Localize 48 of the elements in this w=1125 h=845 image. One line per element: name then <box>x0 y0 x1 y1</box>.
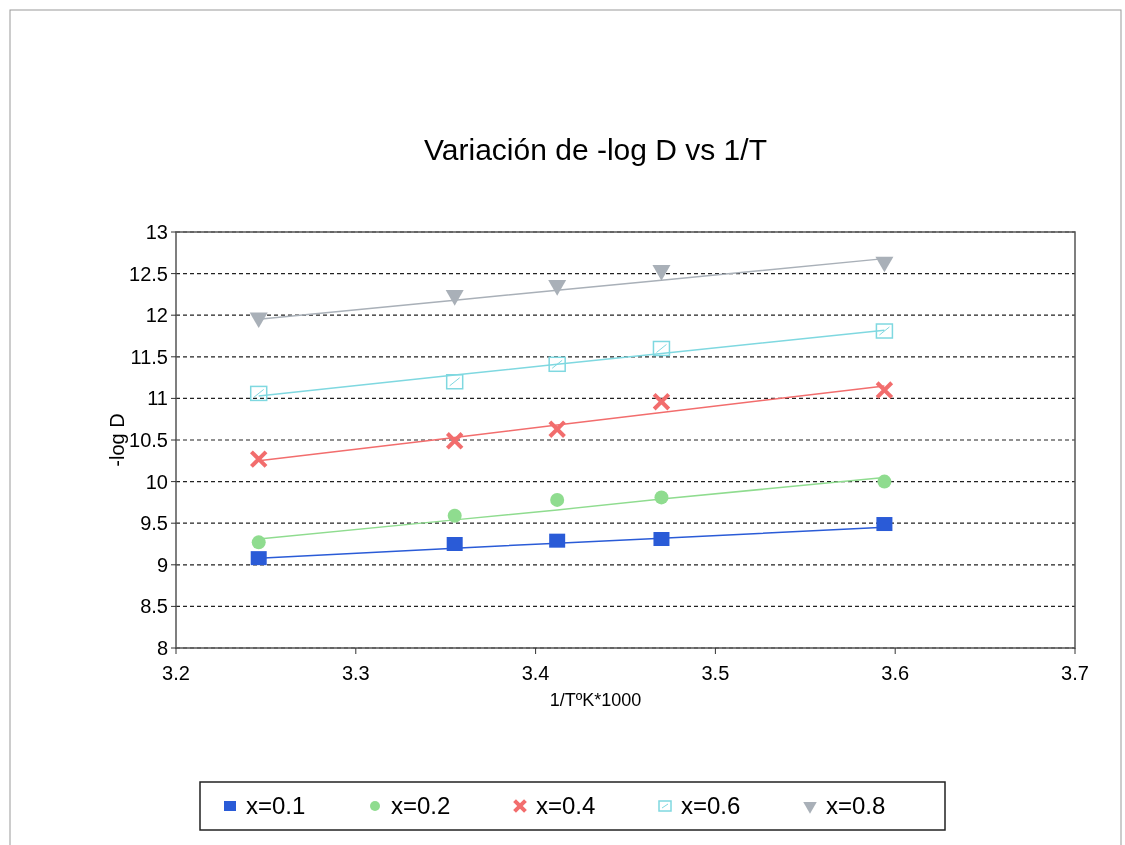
y-tick-label: 9.5 <box>140 512 168 535</box>
point <box>550 492 565 507</box>
point <box>547 419 567 439</box>
y-tick-label: 8.5 <box>140 595 168 618</box>
point <box>249 312 268 329</box>
y-axis-title: -log D <box>106 413 128 467</box>
legend-label: x=0.6 <box>681 792 741 820</box>
y-tick-label: 12 <box>145 304 168 327</box>
y-tick-label: 9 <box>156 553 168 576</box>
point <box>445 431 464 451</box>
x-tick-label: 3.4 <box>521 662 550 684</box>
chart-title: Variación de -log D vs 1/T <box>424 133 767 166</box>
x-tick-label: 3.6 <box>881 662 910 684</box>
point <box>652 265 671 281</box>
x-tick-label: 3.2 <box>162 662 190 684</box>
y-tick-label: 13 <box>145 221 168 243</box>
point <box>653 532 670 547</box>
point <box>877 474 892 489</box>
point <box>249 449 269 469</box>
y-tick-label: 11 <box>147 387 168 410</box>
y-tick-label: 10 <box>145 470 168 493</box>
y-tick-label: 10.5 <box>129 429 168 451</box>
point <box>446 537 463 551</box>
x-tick-label: 3.7 <box>1061 662 1089 684</box>
point <box>250 551 267 566</box>
point <box>445 374 464 390</box>
point <box>875 380 894 400</box>
point <box>445 290 464 306</box>
y-tick-label: 12.5 <box>129 262 168 285</box>
point <box>249 385 268 402</box>
point <box>251 535 266 550</box>
y-tick-label: 8 <box>156 637 168 659</box>
legend-label: x=0.8 <box>826 792 886 820</box>
point <box>875 256 894 273</box>
legend-label: x=0.4 <box>536 792 596 820</box>
x-tick-label: 3.5 <box>701 662 730 684</box>
point <box>447 508 462 523</box>
point <box>652 340 671 357</box>
legend-label: x=0.2 <box>391 792 451 820</box>
x-axis-title: 1/TºK*1000 <box>549 690 642 710</box>
point <box>549 533 566 548</box>
point <box>876 517 893 532</box>
point <box>652 392 671 412</box>
point <box>548 280 567 296</box>
y-tick-label: 11.5 <box>130 345 168 368</box>
point <box>654 490 669 505</box>
x-tick-label: 3.3 <box>341 662 370 684</box>
legend-label: x=0.1 <box>246 792 306 820</box>
